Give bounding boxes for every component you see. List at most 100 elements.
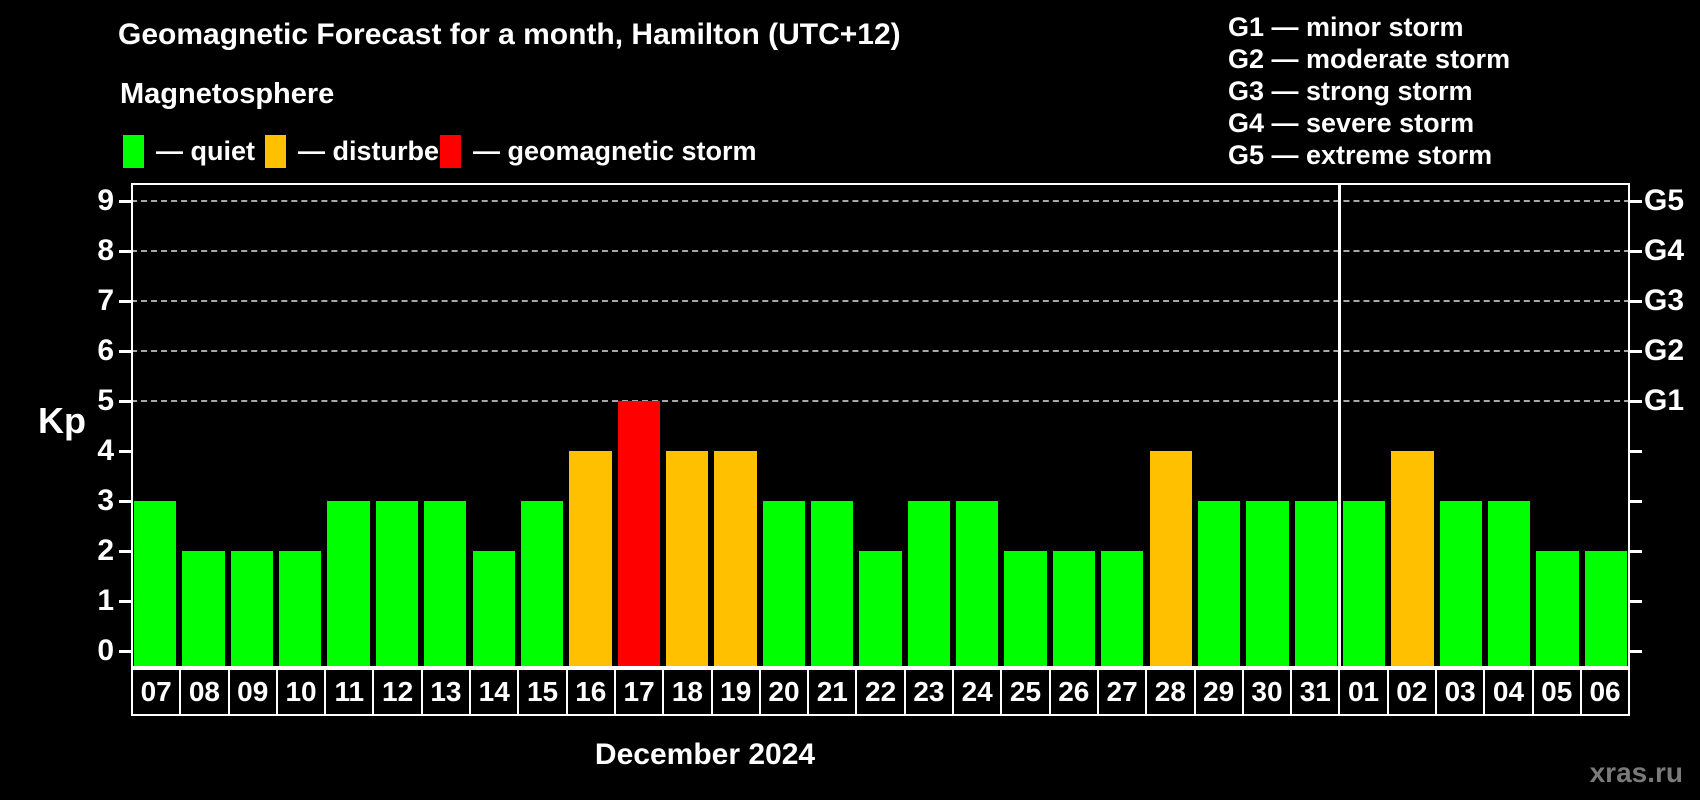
kp-bar-23	[907, 501, 951, 668]
date-cell-09: 09	[229, 668, 278, 716]
date-cell-26: 26	[1050, 668, 1099, 716]
g-axis-label-G1: G1	[1644, 384, 1685, 417]
month-separator-line	[1338, 183, 1342, 668]
gridline-kp5	[131, 400, 1630, 402]
kp-bar-10	[279, 551, 322, 668]
date-cell-04: 04	[1485, 668, 1534, 716]
left-tick-kp2	[119, 550, 131, 553]
date-cell-11: 11	[326, 668, 375, 716]
left-tick-kp6	[119, 350, 131, 353]
g-axis-label-G4: G4	[1644, 234, 1685, 267]
kp-bar-03	[1439, 501, 1482, 668]
right-tick-kp7	[1630, 300, 1642, 303]
left-tick-kp8	[119, 250, 131, 253]
date-cell-02: 02	[1388, 668, 1438, 716]
kp-bar-12	[375, 501, 419, 668]
kp-bar-01	[1342, 501, 1386, 668]
kp-bar-19	[714, 451, 757, 668]
disturbed-color-swatch	[265, 134, 286, 168]
gridline-kp9	[131, 200, 1630, 202]
date-cell-28: 28	[1147, 668, 1196, 716]
date-cell-15: 15	[519, 668, 568, 716]
y-tick-label-9: 9	[97, 184, 114, 217]
y-axis-label: Kp	[38, 400, 86, 441]
legend-item-disturbed: — disturbed	[265, 134, 456, 168]
g-axis-label-G5: G5	[1644, 184, 1685, 217]
kp-bar-06	[1584, 551, 1627, 668]
right-tick-kp2	[1630, 550, 1642, 553]
kp-bar-20	[762, 501, 805, 668]
kp-bar-17	[617, 401, 660, 668]
y-tick-label-6: 6	[97, 334, 114, 367]
y-tick-label-0: 0	[97, 634, 114, 667]
date-cell-10: 10	[277, 668, 327, 716]
date-cell-08: 08	[181, 668, 230, 716]
date-cell-21: 21	[809, 668, 858, 716]
kp-bar-11	[327, 501, 370, 668]
left-tick-kp4	[119, 450, 131, 453]
month-label: December 2024	[594, 738, 816, 771]
kp-bar-16	[569, 451, 612, 668]
kp-bar-21	[811, 501, 854, 668]
kp-bar-07	[134, 501, 177, 668]
left-tick-kp0	[119, 650, 131, 653]
kp-bar-18	[665, 451, 709, 668]
kp-bar-31	[1294, 501, 1337, 668]
left-tick-kp5	[119, 400, 131, 403]
gridline-kp7	[131, 300, 1630, 302]
date-cell-18: 18	[664, 668, 713, 716]
g-axis-label-G3: G3	[1644, 284, 1685, 317]
date-cell-19: 19	[712, 668, 761, 716]
date-cell-22: 22	[857, 668, 906, 716]
y-tick-label-1: 1	[97, 584, 114, 617]
kp-bar-30	[1246, 501, 1289, 668]
date-cell-17: 17	[615, 668, 665, 716]
y-tick-label-8: 8	[97, 234, 114, 267]
disturbed-label: — disturbed	[298, 135, 456, 166]
date-cell-23: 23	[905, 668, 955, 716]
right-tick-kp0	[1630, 650, 1642, 653]
date-cell-16: 16	[567, 668, 616, 716]
date-cell-13: 13	[422, 668, 472, 716]
plot-area	[131, 183, 1630, 668]
kp-bar-29	[1197, 501, 1241, 668]
gridline-kp8	[131, 250, 1630, 252]
date-cell-27: 27	[1098, 668, 1148, 716]
y-tick-label-2: 2	[97, 534, 114, 567]
right-tick-kp6	[1630, 350, 1642, 353]
legend-item-storm: — geomagnetic storm	[440, 134, 757, 168]
right-tick-kp8	[1630, 250, 1642, 253]
kp-bar-22	[859, 551, 902, 668]
y-tick-label-3: 3	[97, 484, 114, 517]
right-tick-kp4	[1630, 450, 1642, 453]
right-tick-kp9	[1630, 200, 1642, 203]
left-tick-kp7	[119, 300, 131, 303]
right-tick-kp3	[1630, 500, 1642, 503]
g1-legend-line: G1 — minor storm	[1228, 12, 1464, 42]
date-cell-12: 12	[374, 668, 423, 716]
magnetosphere-label: Magnetosphere	[120, 78, 335, 110]
date-cell-01: 01	[1340, 668, 1389, 716]
kp-bar-02	[1391, 451, 1434, 668]
y-tick-label-4: 4	[97, 434, 114, 467]
watermark: xras.ru	[1589, 757, 1683, 788]
g-scale-legend: G1 — minor storm G2 — moderate storm G3 …	[1228, 11, 1510, 171]
date-cell-30: 30	[1243, 668, 1293, 716]
kp-bar-09	[230, 551, 274, 668]
kp-bar-24	[956, 501, 999, 668]
kp-bar-27	[1101, 551, 1144, 668]
right-tick-kp1	[1630, 600, 1642, 603]
date-cell-24: 24	[954, 668, 1003, 716]
date-cell-25: 25	[1002, 668, 1051, 716]
y-tick-label-7: 7	[97, 284, 114, 317]
quiet-label: — quiet	[156, 135, 255, 166]
kp-bar-08	[182, 551, 225, 668]
date-cell-03: 03	[1437, 668, 1486, 716]
storm-color-swatch	[440, 134, 461, 168]
right-tick-kp5	[1630, 400, 1642, 403]
kp-bar-28	[1149, 451, 1192, 668]
date-cell-05: 05	[1533, 668, 1582, 716]
storm-label: — geomagnetic storm	[473, 135, 757, 166]
date-cell-29: 29	[1195, 668, 1244, 716]
